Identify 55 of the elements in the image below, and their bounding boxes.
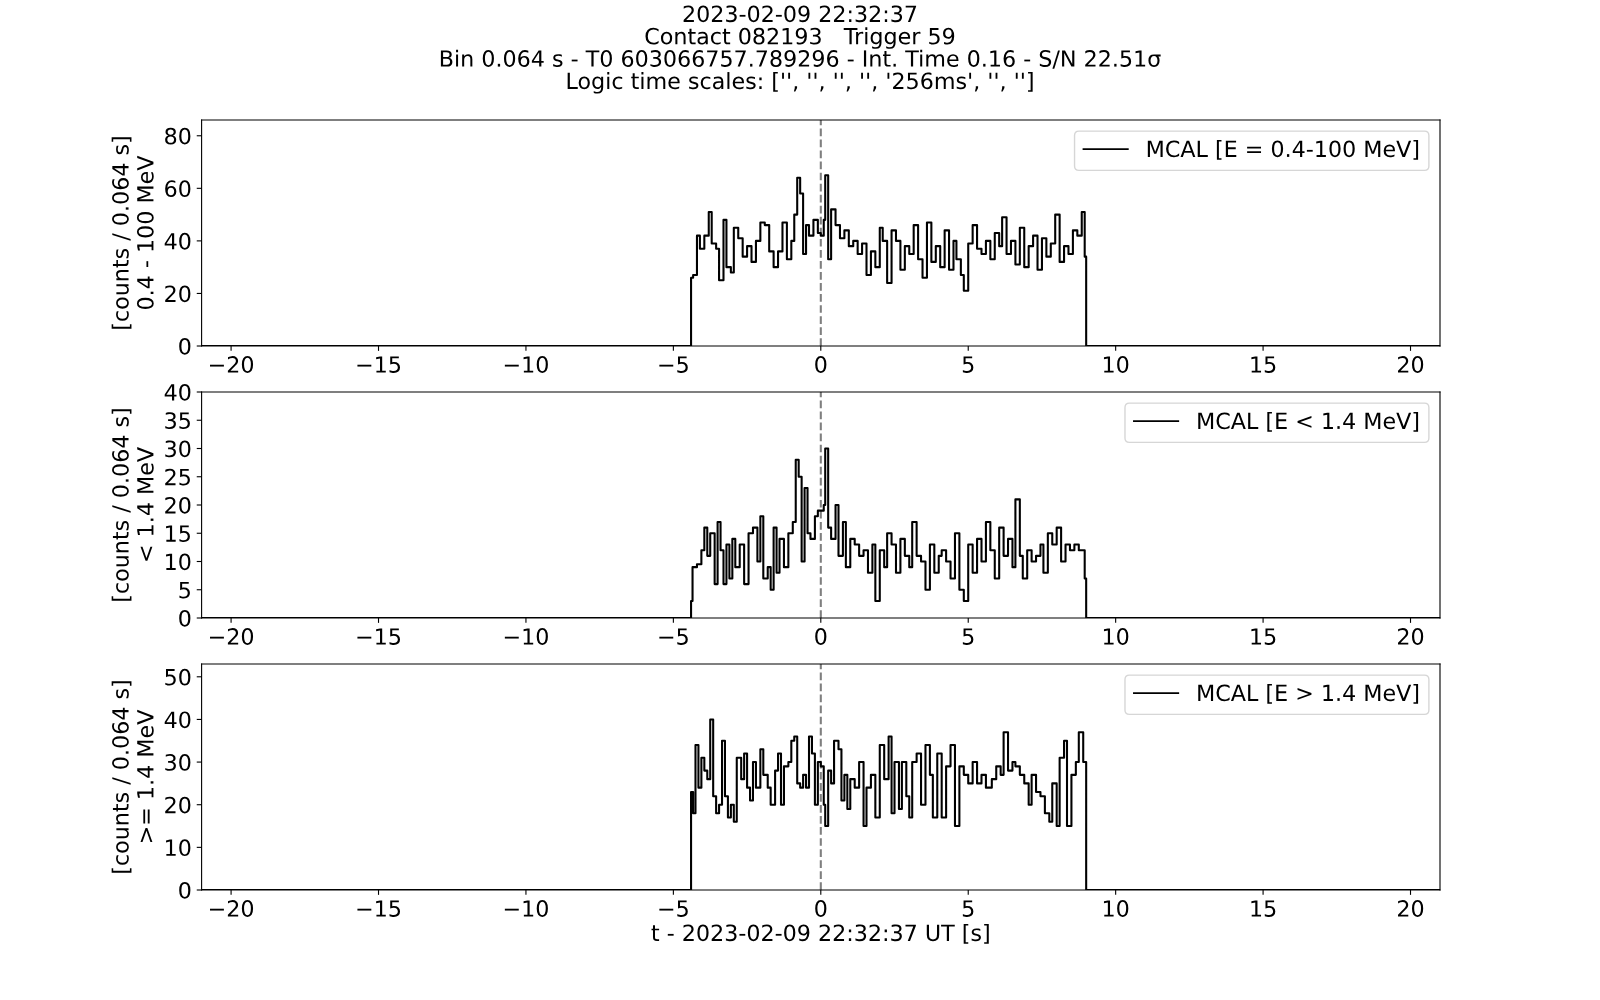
x-tick-label: 10 xyxy=(1103,900,1129,917)
x-tick-label: 5 xyxy=(962,628,974,645)
legend-label: MCAL [E = 0.4-100 MeV] xyxy=(1147,140,1419,160)
y-tick-label: 40 xyxy=(164,232,191,250)
y-tick-label: 15 xyxy=(166,525,190,543)
x-tick-label: −15 xyxy=(357,356,401,373)
y-tick-label: 5 xyxy=(179,581,190,599)
y-tick-label: 10 xyxy=(166,839,191,857)
y-tick-label: 35 xyxy=(165,412,190,430)
x-tick-label: 15 xyxy=(1251,628,1276,645)
x-tick-label: −20 xyxy=(209,628,254,645)
y-tick-label: 50 xyxy=(165,668,191,686)
legend-label: MCAL [E < 1.4 MeV] xyxy=(1198,412,1419,432)
x-tick-label: 10 xyxy=(1103,356,1129,373)
x-tick-label: −10 xyxy=(504,356,548,373)
x-tick-label: −20 xyxy=(209,900,254,917)
x-tick-label: −5 xyxy=(659,628,688,645)
x-tick-label: 15 xyxy=(1251,900,1276,917)
x-tick-label: −15 xyxy=(357,628,401,645)
y-tick-label: 0 xyxy=(179,881,191,899)
y-axis-title: [counts / 0.064 s] < 1.4 MeV xyxy=(111,409,154,601)
x-tick-label: 15 xyxy=(1251,356,1276,373)
y-tick-label: 20 xyxy=(165,796,191,814)
y-tick-label: 25 xyxy=(165,468,190,486)
y-tick-label: 40 xyxy=(164,383,191,401)
x-tick-label: −5 xyxy=(659,356,688,373)
x-tick-label: 0 xyxy=(815,356,827,373)
x-tick-label: −15 xyxy=(357,900,401,917)
y-tick-label: 40 xyxy=(164,711,191,729)
x-tick-label: 5 xyxy=(962,900,974,917)
legend-label: MCAL [E > 1.4 MeV] xyxy=(1198,684,1419,704)
x-tick-label: 20 xyxy=(1398,356,1424,373)
y-tick-label: 0 xyxy=(179,337,191,355)
y-axis-title: [counts / 0.064 s] >= 1.4 MeV xyxy=(111,681,154,873)
y-tick-label: 20 xyxy=(165,285,191,303)
y-tick-label: 80 xyxy=(165,127,191,145)
x-axis-title: t - 2023-02-09 22:32:37 UT [s] xyxy=(651,924,989,944)
x-tick-label: 5 xyxy=(962,356,974,373)
x-tick-label: 10 xyxy=(1103,628,1129,645)
y-tick-label: 0 xyxy=(179,609,191,627)
x-tick-label: −5 xyxy=(659,900,688,917)
chart-title: 2023-02-09 22:32:37 Contact 082193 Trigger 59 Bin 0.064 s - T0 603066757.789296 - Int. Time 0.16 - S/N 22.51σ Logic time scales: ['', '', '', '', '256ms', '', ''] xyxy=(440,5,1161,94)
y-tick-label: 60 xyxy=(165,180,191,198)
y-axis-title: [counts / 0.064 s] 0.4 - 100 MeV xyxy=(111,137,154,329)
y-tick-label: 30 xyxy=(165,754,191,771)
x-tick-label: −10 xyxy=(504,628,548,645)
y-tick-label: 30 xyxy=(165,440,191,458)
x-tick-label: −20 xyxy=(209,356,254,373)
x-tick-label: 20 xyxy=(1398,628,1424,645)
x-tick-label: 0 xyxy=(815,900,827,917)
y-tick-label: 20 xyxy=(165,496,191,514)
x-tick-label: 20 xyxy=(1398,900,1424,917)
x-tick-label: −10 xyxy=(504,900,548,917)
x-tick-label: 0 xyxy=(815,628,827,645)
y-tick-label: 10 xyxy=(166,553,191,571)
